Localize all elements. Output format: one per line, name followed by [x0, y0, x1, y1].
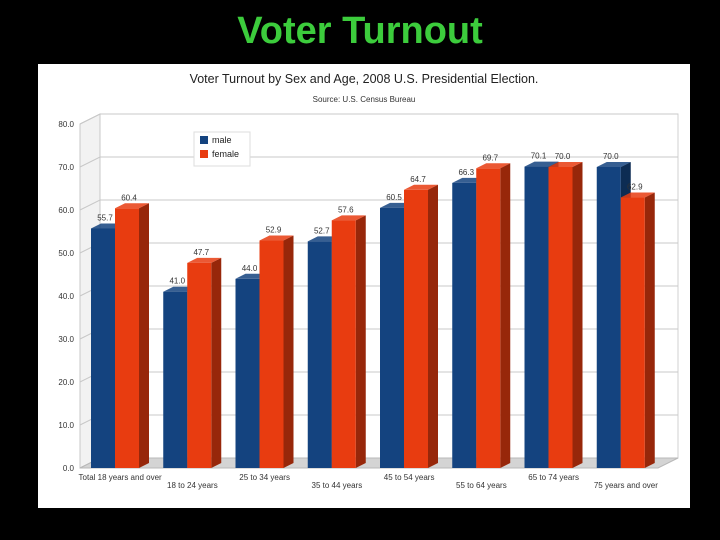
- bar-top: [476, 163, 511, 169]
- bar-top: [259, 235, 294, 241]
- x-category-label: 45 to 54 years: [384, 473, 435, 482]
- data-label-male: 52.7: [314, 226, 330, 235]
- chart-title: Voter Turnout by Sex and Age, 2008 U.S. …: [190, 72, 539, 86]
- bar-front: [596, 167, 621, 468]
- y-tick-label: 20.0: [58, 378, 74, 387]
- data-labels: 55.7 60.4 41.0 47.7 44.0 52.9 52.7 57.6 60.5 64.7…: [97, 152, 643, 286]
- bar-front: [620, 197, 645, 468]
- bar-female-3: [259, 235, 294, 468]
- y-tick-label: 30.0: [58, 335, 74, 344]
- x-category-label: 65 to 74 years: [528, 473, 579, 482]
- bar-female-2: [187, 257, 222, 468]
- y-tick-label: 10.0: [58, 421, 74, 430]
- bar-female-5: [404, 184, 438, 468]
- bar-front: [163, 291, 188, 468]
- bar-front: [235, 278, 260, 468]
- bar-front: [259, 240, 284, 468]
- y-tick-label: 0.0: [63, 464, 75, 473]
- y-axis: 0.0 10.0 20.0 30.0 40.0 50.0 60.0 70.0 80.0: [58, 120, 74, 473]
- data-label-male: 70.1: [531, 152, 547, 161]
- bar-female-6: [476, 163, 511, 468]
- legend-swatch-male: [200, 136, 208, 144]
- data-label-male: 41.0: [169, 277, 185, 286]
- data-label-male: 55.7: [97, 213, 113, 222]
- bar-top: [524, 161, 559, 167]
- chart-panel: Voter Turnout by Sex and Age, 2008 U.S. …: [38, 64, 690, 508]
- x-category-label: Total 18 years and over: [79, 473, 162, 482]
- bar-female-7: [548, 162, 583, 468]
- bar-female-8: [620, 192, 655, 468]
- slide-title: Voter Turnout: [237, 10, 483, 52]
- data-label-female: 62.9: [627, 183, 643, 192]
- legend-swatch-female: [200, 150, 208, 158]
- x-category-label: 18 to 24 years: [167, 481, 218, 490]
- data-label-female: 70.0: [555, 152, 571, 161]
- y-tick-label: 70.0: [58, 163, 74, 172]
- bar-side: [139, 203, 149, 468]
- bar-top: [548, 162, 583, 167]
- data-label-female: 57.6: [338, 205, 354, 214]
- data-label-female: 47.7: [193, 248, 209, 257]
- bar-front: [307, 241, 332, 468]
- bar-side: [500, 163, 511, 468]
- bar-front: [331, 220, 356, 468]
- bar-front: [380, 207, 404, 468]
- x-axis-categories: Total 18 years and over 18 to 24 years 25 …: [79, 473, 659, 490]
- chart-subtitle: Source: U.S. Census Bureau: [313, 95, 416, 104]
- bar-top: [115, 203, 149, 209]
- bar-top: [620, 192, 655, 198]
- x-category-label: 75 years and over: [594, 481, 658, 490]
- bar-female-1: [115, 203, 149, 468]
- bar-side: [428, 184, 438, 468]
- bar-side: [572, 162, 583, 468]
- data-label-male: 66.3: [458, 168, 474, 177]
- y-tick-label: 80.0: [58, 120, 74, 129]
- data-label-female: 69.7: [482, 153, 498, 162]
- bar-female-4: [331, 215, 366, 468]
- legend-entry-male: male: [212, 135, 232, 145]
- data-label-female: 60.4: [121, 193, 137, 202]
- bar-front: [187, 262, 212, 468]
- bar-front: [476, 168, 501, 468]
- bar-side: [355, 215, 366, 468]
- bar-top: [187, 257, 222, 263]
- data-label-male: 60.5: [386, 193, 402, 202]
- bar-top: [596, 162, 631, 167]
- bar-side: [211, 257, 222, 468]
- x-category-label: 35 to 44 years: [312, 481, 363, 490]
- bar-top: [331, 215, 366, 221]
- bar-front: [524, 166, 549, 468]
- y-tick-label: 40.0: [58, 292, 74, 301]
- gridline: [79, 113, 678, 125]
- data-label-female: 52.9: [266, 226, 282, 235]
- legend-entry-female: female: [212, 149, 239, 159]
- bar-side: [644, 192, 655, 468]
- data-label-male: 44.0: [242, 264, 258, 273]
- legend: male female: [193, 131, 251, 167]
- bar-front: [548, 167, 573, 468]
- gridline: [79, 156, 678, 168]
- bars: [91, 161, 655, 468]
- bar-front: [115, 208, 139, 468]
- bar-chart: Voter Turnout by Sex and Age, 2008 U.S. …: [58, 72, 679, 490]
- bar-front: [404, 189, 428, 468]
- bar-top: [404, 184, 438, 190]
- bar-front: [452, 182, 477, 468]
- bar-front: [91, 228, 115, 468]
- y-tick-label: 50.0: [58, 249, 74, 258]
- data-label-female: 64.7: [410, 175, 426, 184]
- data-label-male: 70.0: [603, 152, 619, 161]
- x-category-label: 25 to 34 years: [239, 473, 290, 482]
- x-category-label: 55 to 64 years: [456, 481, 507, 490]
- y-tick-label: 60.0: [58, 206, 74, 215]
- bar-side: [283, 235, 294, 468]
